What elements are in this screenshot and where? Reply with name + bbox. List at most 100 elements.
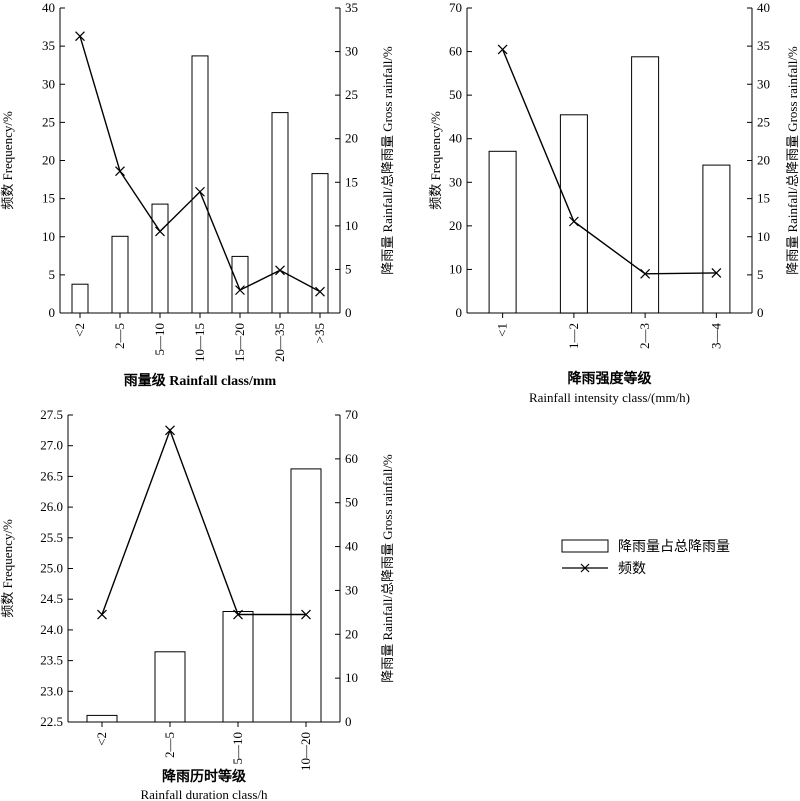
frequency-point-0 <box>75 31 85 42</box>
bar-3 <box>191 55 209 314</box>
legend-line-marker <box>580 563 590 573</box>
right-tick-label-3: 15 <box>345 174 358 189</box>
bar-4 <box>231 255 249 314</box>
right-tick-label-0: 0 <box>345 714 352 729</box>
left-tick-label-1: 10 <box>449 261 462 276</box>
frequency-point-4 <box>235 285 245 296</box>
right-tick-label-3: 30 <box>345 582 358 597</box>
right-tick-label-2: 10 <box>345 218 358 233</box>
legend-bar-swatch <box>561 539 609 553</box>
left-tick-label-1: 5 <box>49 267 56 282</box>
point-stroke-b <box>568 216 579 227</box>
point-stroke-b <box>195 186 205 197</box>
right-tick-label-2: 10 <box>757 229 770 244</box>
bar-5 <box>271 112 289 314</box>
legend-bar-label: 降雨量占总降雨量 <box>618 539 730 555</box>
right-tick-label-0: 0 <box>345 305 352 320</box>
frequency-point-0 <box>97 609 107 620</box>
left-tick-label-4: 40 <box>449 131 462 146</box>
x-tick-label-1: 2—5 <box>112 323 127 349</box>
right-tick-label-7: 35 <box>345 0 358 15</box>
point-stroke-b <box>115 166 125 177</box>
x-axis-title-zh: 降雨强度等级 <box>568 370 653 387</box>
point-stroke-b <box>235 285 245 296</box>
left-axis-title: 频数 Frequency/% <box>0 111 15 210</box>
chart-rainfall-class: 0 5 10 15 20 25 30 35 40 0 5 10 15 20 25 30 35 <2 2—5 5—10 1… <box>0 0 395 389</box>
x-tick-label-0: <1 <box>495 323 510 337</box>
x-tick-label-4: 15—20 <box>232 323 247 362</box>
right-tick-label-4: 20 <box>757 153 770 168</box>
frequency-point-6 <box>315 286 325 297</box>
chart-rainfall-duration: 22.5 23.0 23.5 24.0 24.5 25.0 25.5 26.0 26.5 27.0… <box>0 407 395 801</box>
left-tick-label-6: 60 <box>449 44 462 59</box>
left-tick-label-8: 26.5 <box>40 468 63 483</box>
left-tick-label-4: 20 <box>42 153 55 168</box>
frequency-line <box>101 428 306 616</box>
frequency-point-2 <box>640 268 651 279</box>
right-axis-title: 降雨量 Rainfall/总降雨量 Gross rainfall/% <box>380 46 395 275</box>
point-stroke-b <box>301 609 311 620</box>
point-stroke-b <box>155 226 165 237</box>
left-tick-label-3: 15 <box>42 191 55 206</box>
left-tick-label-2: 10 <box>42 229 55 244</box>
left-tick-label-8: 40 <box>42 0 55 15</box>
left-tick-label-5: 25 <box>42 114 55 129</box>
frequency-point-5 <box>275 265 285 276</box>
x-tick-label-5: 20—35 <box>272 323 287 362</box>
x-axis-title-en: 雨量级 Rainfall class/mm <box>124 372 277 389</box>
left-tick-label-2: 23.5 <box>40 653 63 668</box>
x-tick-label-0: <2 <box>72 323 87 337</box>
x-tick-label-2: 5—10 <box>230 732 245 765</box>
right-tick-label-1: 10 <box>345 670 358 685</box>
x-axis-title-en: Rainfall duration class/h <box>140 787 268 801</box>
bar-2 <box>222 611 254 723</box>
x-tick-label-3: 10—20 <box>298 732 313 771</box>
left-tick-label-7: 26.0 <box>40 499 63 514</box>
bar-0 <box>71 283 89 314</box>
left-axis-title: 频数 Frequency/% <box>428 111 443 210</box>
left-tick-label-4: 24.5 <box>40 591 63 606</box>
right-tick-label-3: 15 <box>757 191 770 206</box>
right-tick-label-4: 20 <box>345 131 358 146</box>
right-axis-title: 降雨量 Rainfall/总降雨量 Gross rainfall/% <box>785 46 800 275</box>
frequency-point-0 <box>497 44 508 55</box>
bar-1 <box>559 114 588 314</box>
x-tick-label-3: 3—4 <box>708 323 723 350</box>
right-tick-label-6: 30 <box>345 44 358 59</box>
frequency-point-3 <box>711 267 722 278</box>
frequency-point-2 <box>233 609 243 620</box>
right-tick-label-8: 40 <box>757 0 770 15</box>
point-stroke-b <box>315 286 325 297</box>
bar-3 <box>702 164 731 314</box>
point-stroke-b <box>497 44 508 55</box>
right-tick-label-5: 50 <box>345 495 358 510</box>
left-tick-label-7: 70 <box>449 0 462 15</box>
bar-0 <box>86 714 118 723</box>
point-stroke-b <box>165 425 175 436</box>
point-stroke-b <box>640 268 651 279</box>
left-tick-label-0: 22.5 <box>40 714 63 729</box>
left-tick-label-5: 50 <box>449 87 462 102</box>
bar-1 <box>111 235 129 314</box>
frequency-line <box>501 49 717 275</box>
x-tick-label-3: 10—15 <box>192 323 207 362</box>
x-axis-title-zh: 降雨历时等级 <box>162 768 247 785</box>
x-tick-label-1: 2—5 <box>162 732 177 758</box>
x-axis-title-en: Rainfall intensity class/(mm/h) <box>529 390 690 405</box>
right-tick-label-7: 35 <box>757 38 770 53</box>
right-tick-label-0: 0 <box>757 305 764 320</box>
right-tick-label-6: 30 <box>757 76 770 91</box>
left-tick-label-3: 30 <box>449 174 462 189</box>
x-tick-label-2: 2—3 <box>637 323 652 349</box>
point-stroke-b <box>711 267 722 278</box>
bar-2 <box>631 56 660 314</box>
right-tick-label-6: 60 <box>345 451 358 466</box>
frequency-point-1 <box>165 425 175 436</box>
frequency-point-1 <box>115 166 125 177</box>
x-tick-label-6: >35 <box>312 323 327 343</box>
bar-1 <box>154 651 186 723</box>
right-tick-label-1: 5 <box>345 261 352 276</box>
x-tick-label-1: 1—2 <box>566 323 581 349</box>
left-tick-label-5: 25.0 <box>40 561 63 576</box>
left-tick-label-6: 30 <box>42 76 55 91</box>
